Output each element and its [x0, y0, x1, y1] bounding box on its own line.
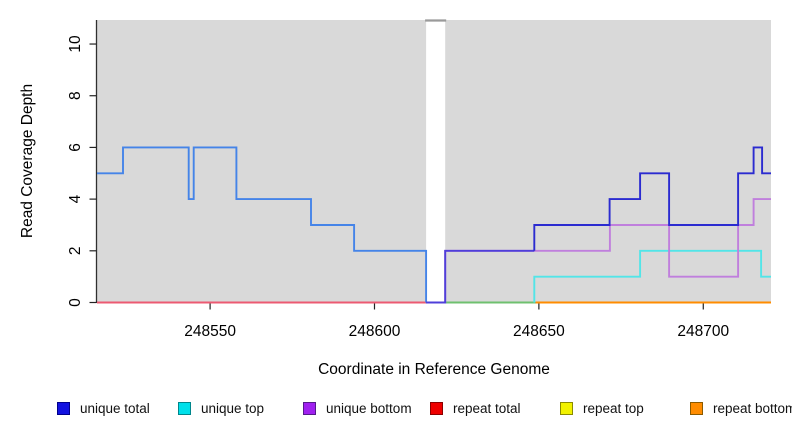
coverage-gap-band [425, 19, 447, 303]
x-axis-title: Coordinate in Reference Genome [318, 361, 550, 378]
legend-swatch-icon [430, 401, 443, 415]
legend: unique total unique top unique bottom repea… [0, 397, 792, 423]
series-line-unique-total [533, 146, 771, 251]
legend-swatch-icon [303, 401, 316, 415]
legend-label: repeat bottom [713, 400, 792, 416]
legend-item-unique-bottom: unique bottom [303, 397, 412, 419]
legend-label: repeat total [453, 400, 521, 416]
legend-item-repeat-top: repeat top [560, 397, 644, 419]
y-tick-label: 2 [67, 246, 84, 255]
series-lines [97, 146, 771, 304]
legend-item-repeat-total: repeat total [430, 397, 521, 419]
legend-label: unique top [201, 400, 265, 416]
legend-label: repeat top [583, 400, 644, 416]
legend-swatch-icon [560, 401, 573, 415]
y-tick-label: 0 [67, 298, 84, 307]
y-axis-title: Read Coverage Depth [19, 84, 36, 238]
coverage-chart-svg: 0 2 4 6 8 10 248550 248600 248650 248700 Coordina… [19, 19, 771, 378]
y-tick-label: 10 [67, 35, 84, 53]
x-tick-label: 248600 [349, 323, 401, 340]
legend-swatch-icon [57, 401, 70, 415]
y-tick-label: 8 [67, 91, 84, 100]
legend-label: unique total [80, 400, 150, 416]
legend-item-unique-total: unique total [57, 397, 150, 419]
y-tick-label: 4 [67, 194, 84, 203]
x-tick-label: 248550 [184, 323, 236, 340]
legend-swatch-icon [690, 401, 703, 415]
legend-item-repeat-bottom: repeat bottom [690, 397, 792, 419]
series-line-unique-total [97, 146, 428, 303]
series-line-unique-total [426, 249, 535, 304]
y-tick-label: 6 [67, 143, 84, 152]
series-line-unique-top [533, 249, 771, 303]
x-tick-label: 248700 [677, 323, 729, 340]
legend-item-unique-top: unique top [178, 397, 264, 419]
series-line-unique-bottom [444, 198, 771, 303]
x-tick-label: 248650 [513, 323, 565, 340]
legend-swatch-icon [178, 401, 191, 415]
legend-label: unique bottom [326, 400, 412, 416]
